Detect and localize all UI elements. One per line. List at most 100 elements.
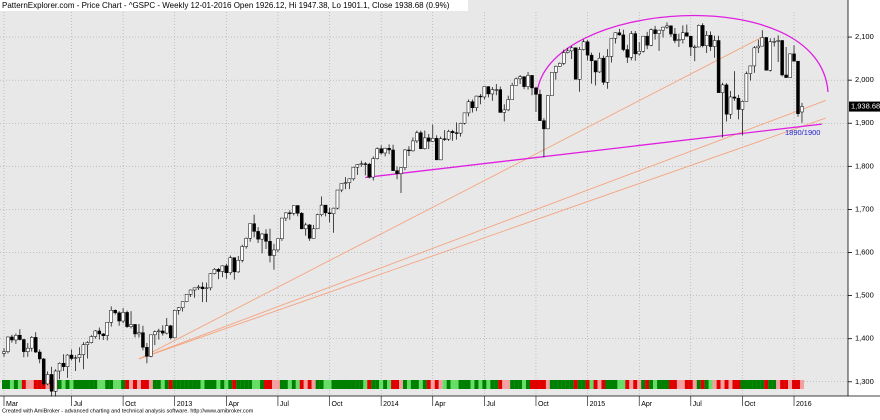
candle-body — [65, 354, 70, 367]
strip-cell — [236, 380, 241, 389]
strip-cell — [482, 380, 487, 389]
candle-body — [300, 213, 304, 230]
x-tick-label: Jul — [73, 401, 82, 408]
candle-body — [685, 32, 689, 37]
x-tick-label: Jul — [280, 401, 289, 408]
strip-cell — [339, 380, 344, 389]
candle-body — [768, 41, 772, 71]
strip-cell — [486, 380, 491, 389]
candle-body — [438, 138, 443, 161]
candle-body — [510, 85, 514, 100]
strip-cell — [458, 380, 463, 389]
candle-body — [693, 46, 697, 49]
candle-body — [474, 95, 479, 108]
candle-body — [494, 89, 499, 91]
candle-body — [153, 331, 157, 336]
strip-cell — [319, 380, 324, 389]
strip-cell — [25, 380, 30, 389]
candle-body — [577, 49, 582, 80]
candle-body — [462, 112, 467, 124]
candle-body — [41, 358, 46, 385]
strip-cell — [252, 380, 257, 389]
candle-body — [180, 301, 185, 308]
strip-cell — [657, 380, 662, 389]
strip-cell — [462, 380, 467, 389]
candle-body — [732, 96, 737, 99]
strip-cell — [267, 380, 273, 389]
strip-cell — [97, 380, 102, 389]
candle-body — [379, 148, 383, 154]
strip-cell — [593, 380, 598, 389]
candle-body — [157, 330, 161, 333]
strip-cell — [434, 380, 439, 389]
strip-cell — [716, 380, 721, 389]
strip-cell — [454, 380, 459, 389]
candle-body — [133, 324, 137, 335]
strip-cell — [557, 380, 562, 389]
strip-cell — [478, 380, 483, 389]
candle-body — [427, 137, 431, 142]
strip-cell — [327, 380, 332, 389]
candle-body — [681, 32, 685, 40]
strip-cell — [271, 380, 277, 389]
strip-cell — [260, 380, 265, 389]
strip-cell — [89, 380, 94, 389]
strip-cell — [331, 380, 336, 389]
strip-cell — [172, 380, 177, 389]
strip-cell — [140, 380, 146, 389]
strip-cell — [720, 380, 725, 389]
trendline — [365, 123, 822, 179]
strip-cell — [85, 380, 90, 389]
candle-body — [109, 310, 113, 323]
strip-cell — [347, 380, 352, 389]
candle-body — [399, 167, 403, 174]
candle-body — [716, 40, 721, 93]
x-tick-label: Apr — [435, 401, 447, 408]
candle-body — [244, 238, 248, 247]
strip-cell — [228, 380, 233, 389]
y-tick-label: 1,700 — [855, 204, 874, 213]
candle-body — [113, 310, 117, 314]
x-tick-label: Jul — [693, 401, 702, 408]
candle-body — [482, 86, 487, 98]
strip-cell — [668, 380, 674, 389]
plot-background — [0, 0, 848, 396]
strip-cell — [740, 380, 745, 389]
strip-cell — [117, 380, 122, 389]
strip-cell — [164, 380, 169, 389]
strip-cell — [466, 380, 471, 389]
strip-cell — [69, 380, 74, 389]
candle-body — [240, 246, 244, 261]
strip-cell — [335, 380, 340, 389]
candle-body — [423, 137, 427, 149]
candle-body — [419, 132, 423, 149]
strip-cell — [180, 380, 185, 389]
strip-cell — [136, 380, 142, 389]
candle-body — [554, 66, 558, 73]
strip-cell — [708, 380, 713, 389]
strip-cell — [355, 380, 360, 389]
candle-body — [772, 41, 776, 43]
strip-cell — [240, 380, 245, 389]
candle-body — [522, 76, 526, 87]
y-tick-label: 1,800 — [855, 161, 874, 170]
y-tick-label: 1,500 — [855, 291, 874, 300]
strip-cell — [633, 380, 638, 389]
candle-body — [53, 370, 58, 392]
strip-cell — [565, 380, 570, 389]
candle-body — [363, 163, 368, 165]
strip-cell — [581, 380, 586, 389]
candle-body — [478, 95, 483, 98]
candle-body — [637, 51, 641, 55]
annotation: 1890/1900 — [785, 128, 820, 137]
strip-cell — [629, 380, 634, 389]
chart-title: PatternExplorer.com - Price Chart - ^GSP… — [2, 1, 450, 10]
strip-cell — [216, 380, 221, 389]
strip-cell — [192, 380, 197, 389]
strip-cell — [796, 380, 801, 389]
candle-body — [57, 363, 62, 372]
strip-cell — [383, 380, 388, 389]
strip-cell — [113, 380, 118, 389]
strip-cell — [712, 380, 717, 389]
